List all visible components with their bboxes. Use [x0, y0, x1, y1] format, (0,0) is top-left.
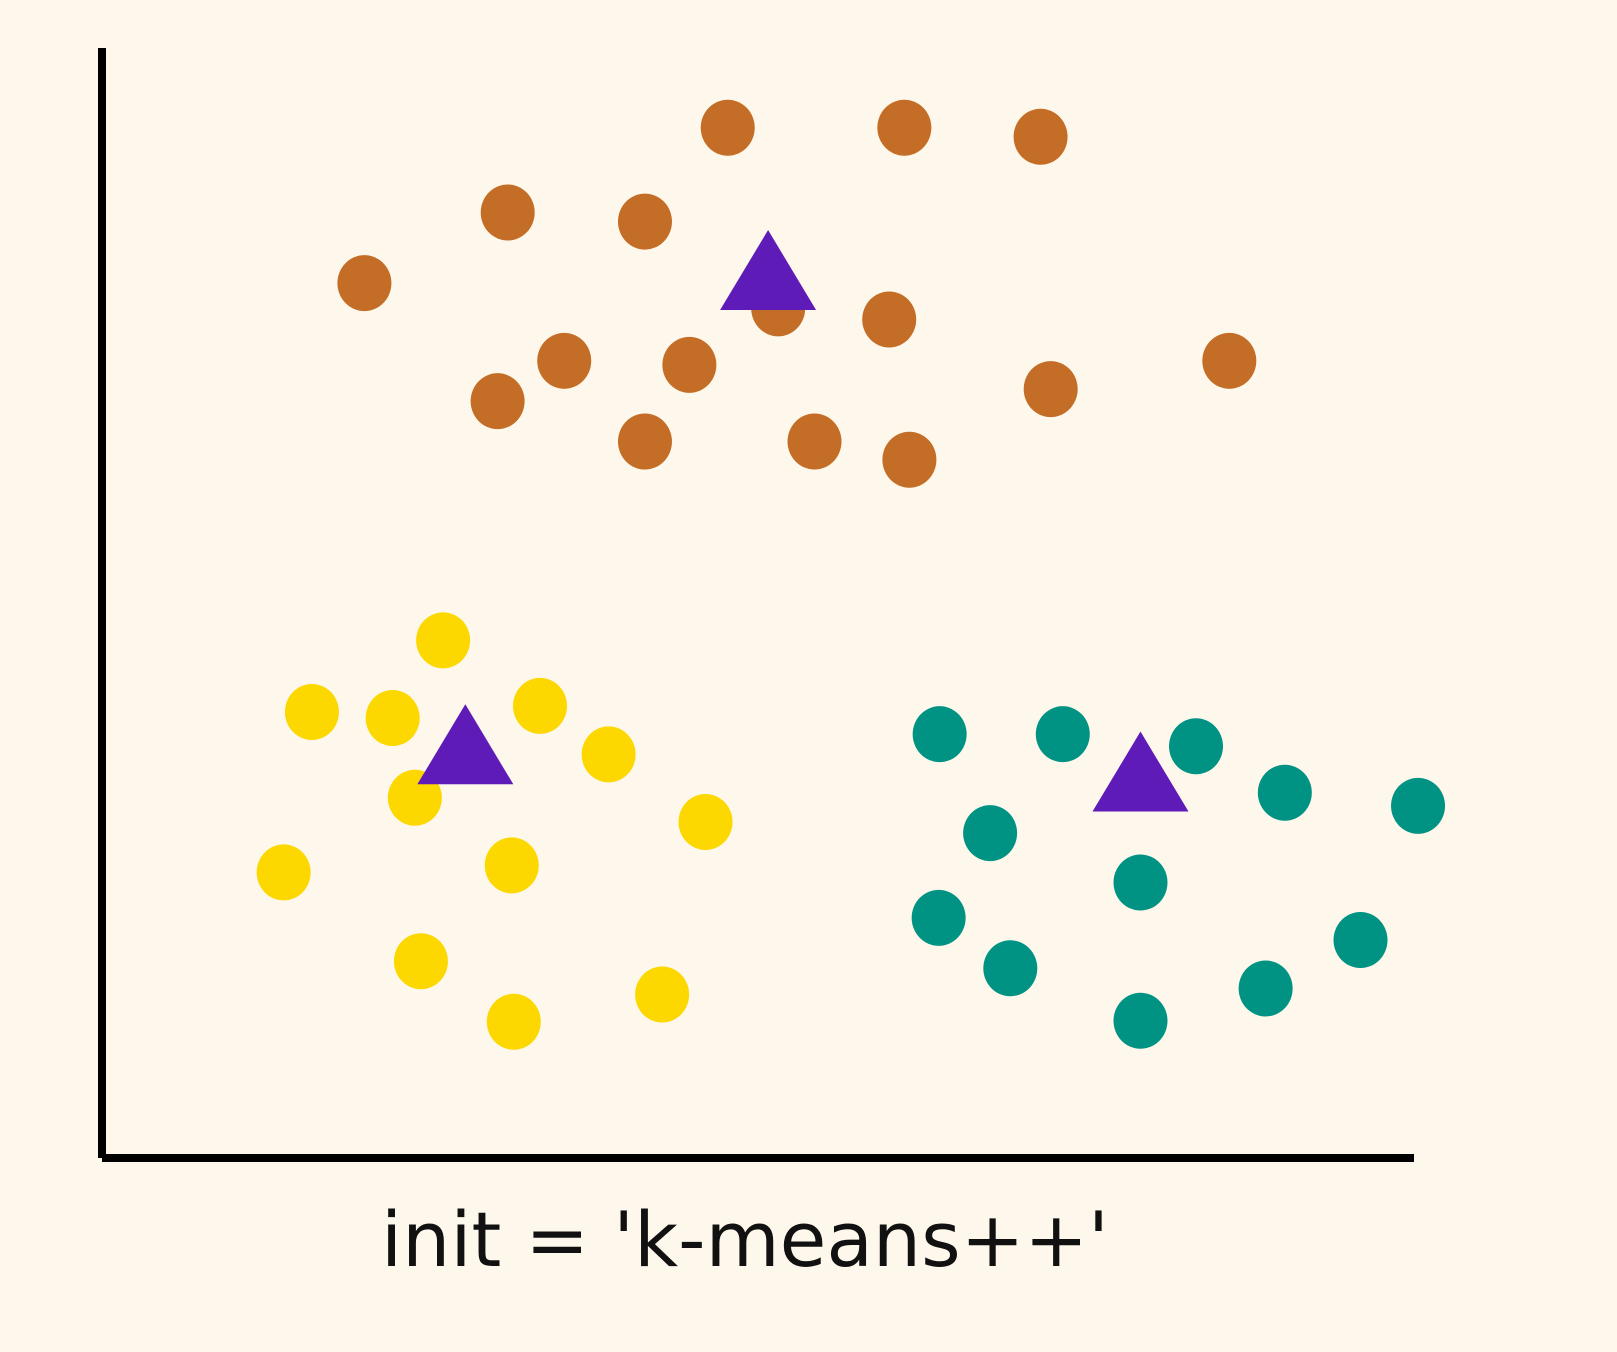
data-point: [877, 99, 932, 156]
data-point: [662, 336, 717, 393]
data-point: [1113, 992, 1168, 1049]
centroid-marker: [1092, 731, 1189, 812]
data-point: [1391, 777, 1446, 834]
data-point: [1333, 912, 1388, 969]
caption: init = 'k-means++': [381, 1195, 1109, 1284]
centroid-marker: [417, 704, 514, 785]
data-point: [284, 683, 339, 740]
chart-marks: [256, 99, 1446, 1050]
data-point: [1013, 108, 1068, 165]
data-point: [480, 184, 535, 241]
data-point: [537, 332, 592, 389]
data-point: [862, 291, 917, 348]
data-point: [470, 373, 525, 430]
data-point: [912, 706, 967, 763]
data-point: [416, 612, 471, 669]
data-point: [484, 837, 539, 894]
data-point: [635, 966, 690, 1023]
data-point: [365, 690, 420, 747]
centroid-marker: [720, 230, 817, 311]
data-point: [1257, 764, 1312, 821]
data-point: [1023, 361, 1078, 418]
data-point: [700, 99, 755, 156]
data-point: [1169, 718, 1224, 775]
data-point: [256, 844, 311, 901]
data-point: [337, 255, 392, 312]
data-point: [486, 993, 541, 1050]
data-point: [1202, 332, 1257, 389]
data-point: [581, 726, 636, 783]
data-point: [1035, 706, 1090, 763]
data-point: [963, 805, 1018, 862]
data-point: [1113, 854, 1168, 911]
data-point: [513, 677, 568, 734]
data-point: [1238, 960, 1293, 1017]
data-point: [787, 413, 842, 470]
data-point: [617, 413, 672, 470]
data-point: [911, 889, 966, 946]
data-point: [882, 431, 937, 488]
data-point: [678, 793, 733, 850]
data-point: [617, 193, 672, 250]
data-point: [983, 940, 1038, 997]
data-point: [393, 933, 448, 990]
